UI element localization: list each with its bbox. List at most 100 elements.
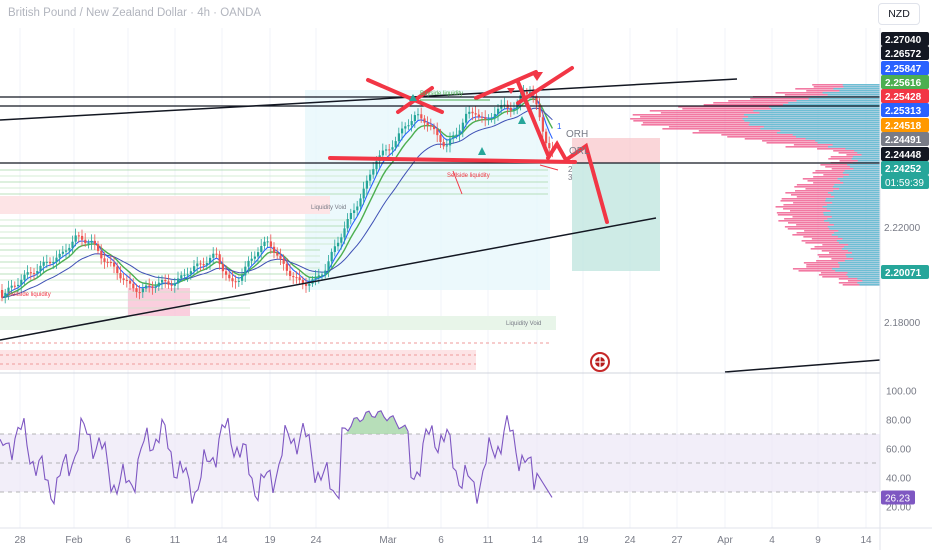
volume-profile-bar-alt [851,158,880,160]
candle-body [337,242,340,247]
volume-profile-bar-alt [827,94,880,96]
candle-body [401,128,404,134]
candle-body [45,261,48,263]
volume-profile-bar-alt [744,120,880,122]
time-axis[interactable]: 28 Feb 6 11 14 19 24 Mar 6 11 14 19 24 27 Apr 4 9 14 [14,535,872,546]
candle-body [362,188,365,199]
volume-profile-bar-alt [832,268,880,270]
volume-profile-bar-alt [838,230,880,232]
candle-body [237,280,240,282]
volume-profile-bar-alt [825,200,880,202]
candle-body [122,278,125,280]
candle-body [61,251,64,254]
candle-body [439,135,442,142]
candle-body [445,145,448,147]
candle-body [458,130,461,135]
candle-body [234,281,237,283]
lower-trendline[interactable] [0,217,657,341]
volume-profile-bar-alt [839,90,880,92]
price-axis-tick: 2.22000 [884,223,921,234]
event-flag-icon[interactable] [590,352,610,372]
candle-body [170,284,173,286]
candle-body [55,257,58,262]
price-label-badge [881,89,929,103]
volume-profile-bar-alt [769,106,880,108]
price-label-badge [881,103,929,117]
volume-profile-bar-alt [831,216,880,218]
hand-drawn-line-4[interactable] [516,66,574,105]
price-label-badge [881,132,929,146]
hand-drawn-projection[interactable] [546,140,609,224]
candle-body [330,251,333,262]
candle-body [381,150,384,156]
volume-profile-bar-alt [827,192,880,194]
hand-drawn-line-1[interactable] [366,78,444,114]
candle-body [81,235,84,240]
liquidity-void-zone-lower [0,316,556,330]
candle-body [106,261,109,263]
candle-body [375,161,378,170]
volume-profile-bar-alt [805,138,880,140]
candle-body [241,275,244,281]
candle-body [468,111,471,114]
candle-body [509,107,512,111]
candle-body [413,115,416,122]
candle-body [154,286,157,288]
candle-body [129,280,132,284]
candle-body [148,285,151,287]
hand-drawn-line-3[interactable] [474,70,538,100]
candle-body [305,284,308,286]
candle-body [10,285,13,288]
candle-body [548,143,551,149]
candle-body [285,263,288,271]
volume-profile-bar-alt [833,224,880,226]
candle-body [538,104,541,118]
volume-profile-bar-alt [796,100,880,102]
price-label-text: 2.27040 [885,35,922,46]
candle-body [164,280,167,282]
hand-drawn-neckline[interactable] [328,156,577,164]
candle-body [301,280,304,285]
take-profit-zone[interactable] [572,163,660,271]
volume-profile-bar-alt [792,134,880,136]
countdown-text: 01:59:39 [885,178,924,189]
candle-body [109,262,112,264]
volume-profile-bar-alt [846,256,880,258]
price-label-text: 2.25428 [885,92,922,103]
upper-trendline[interactable] [0,78,738,121]
candle-body [23,274,26,280]
sellside-box [128,288,190,316]
liquidity-void-zone-upper [0,196,330,214]
candle-body [103,258,106,262]
candle-body [205,263,208,266]
volume-profile-bar-alt [847,272,880,274]
volume-profile-bar-alt [853,168,880,170]
hand-drawn-line-5[interactable] [516,80,550,157]
price-axis[interactable]: 2.22000 2.18000 2.27040 2.26572 2.25847 2.256… [881,32,929,329]
orl-label: ORL [569,146,590,157]
volume-profile-bar-alt [862,280,880,282]
volume-profile-bar-alt [848,174,880,176]
candle-body [279,255,282,259]
volume-profile-bar-alt [771,108,880,110]
candle-body [333,246,336,252]
candle-body [4,292,7,298]
currency-selector[interactable]: NZD [878,3,920,25]
volume-profile-bar-alt [845,148,880,150]
slow-moving-average [1,107,553,299]
volume-profile-bar-alt [748,116,880,118]
sellside-liquidity-label-left: Sellside liquidity [8,292,51,298]
rsi-current-badge [881,490,915,505]
candle-body [209,257,212,264]
long-trendline[interactable] [724,359,881,373]
candlestick-series [1,84,554,304]
candle-body [500,105,503,109]
candle-body [525,91,528,94]
candle-body [116,266,119,274]
sell-arrow-marker-small [507,88,515,94]
candle-body [461,122,464,131]
candle-body [1,290,4,298]
candle-body [77,235,80,237]
